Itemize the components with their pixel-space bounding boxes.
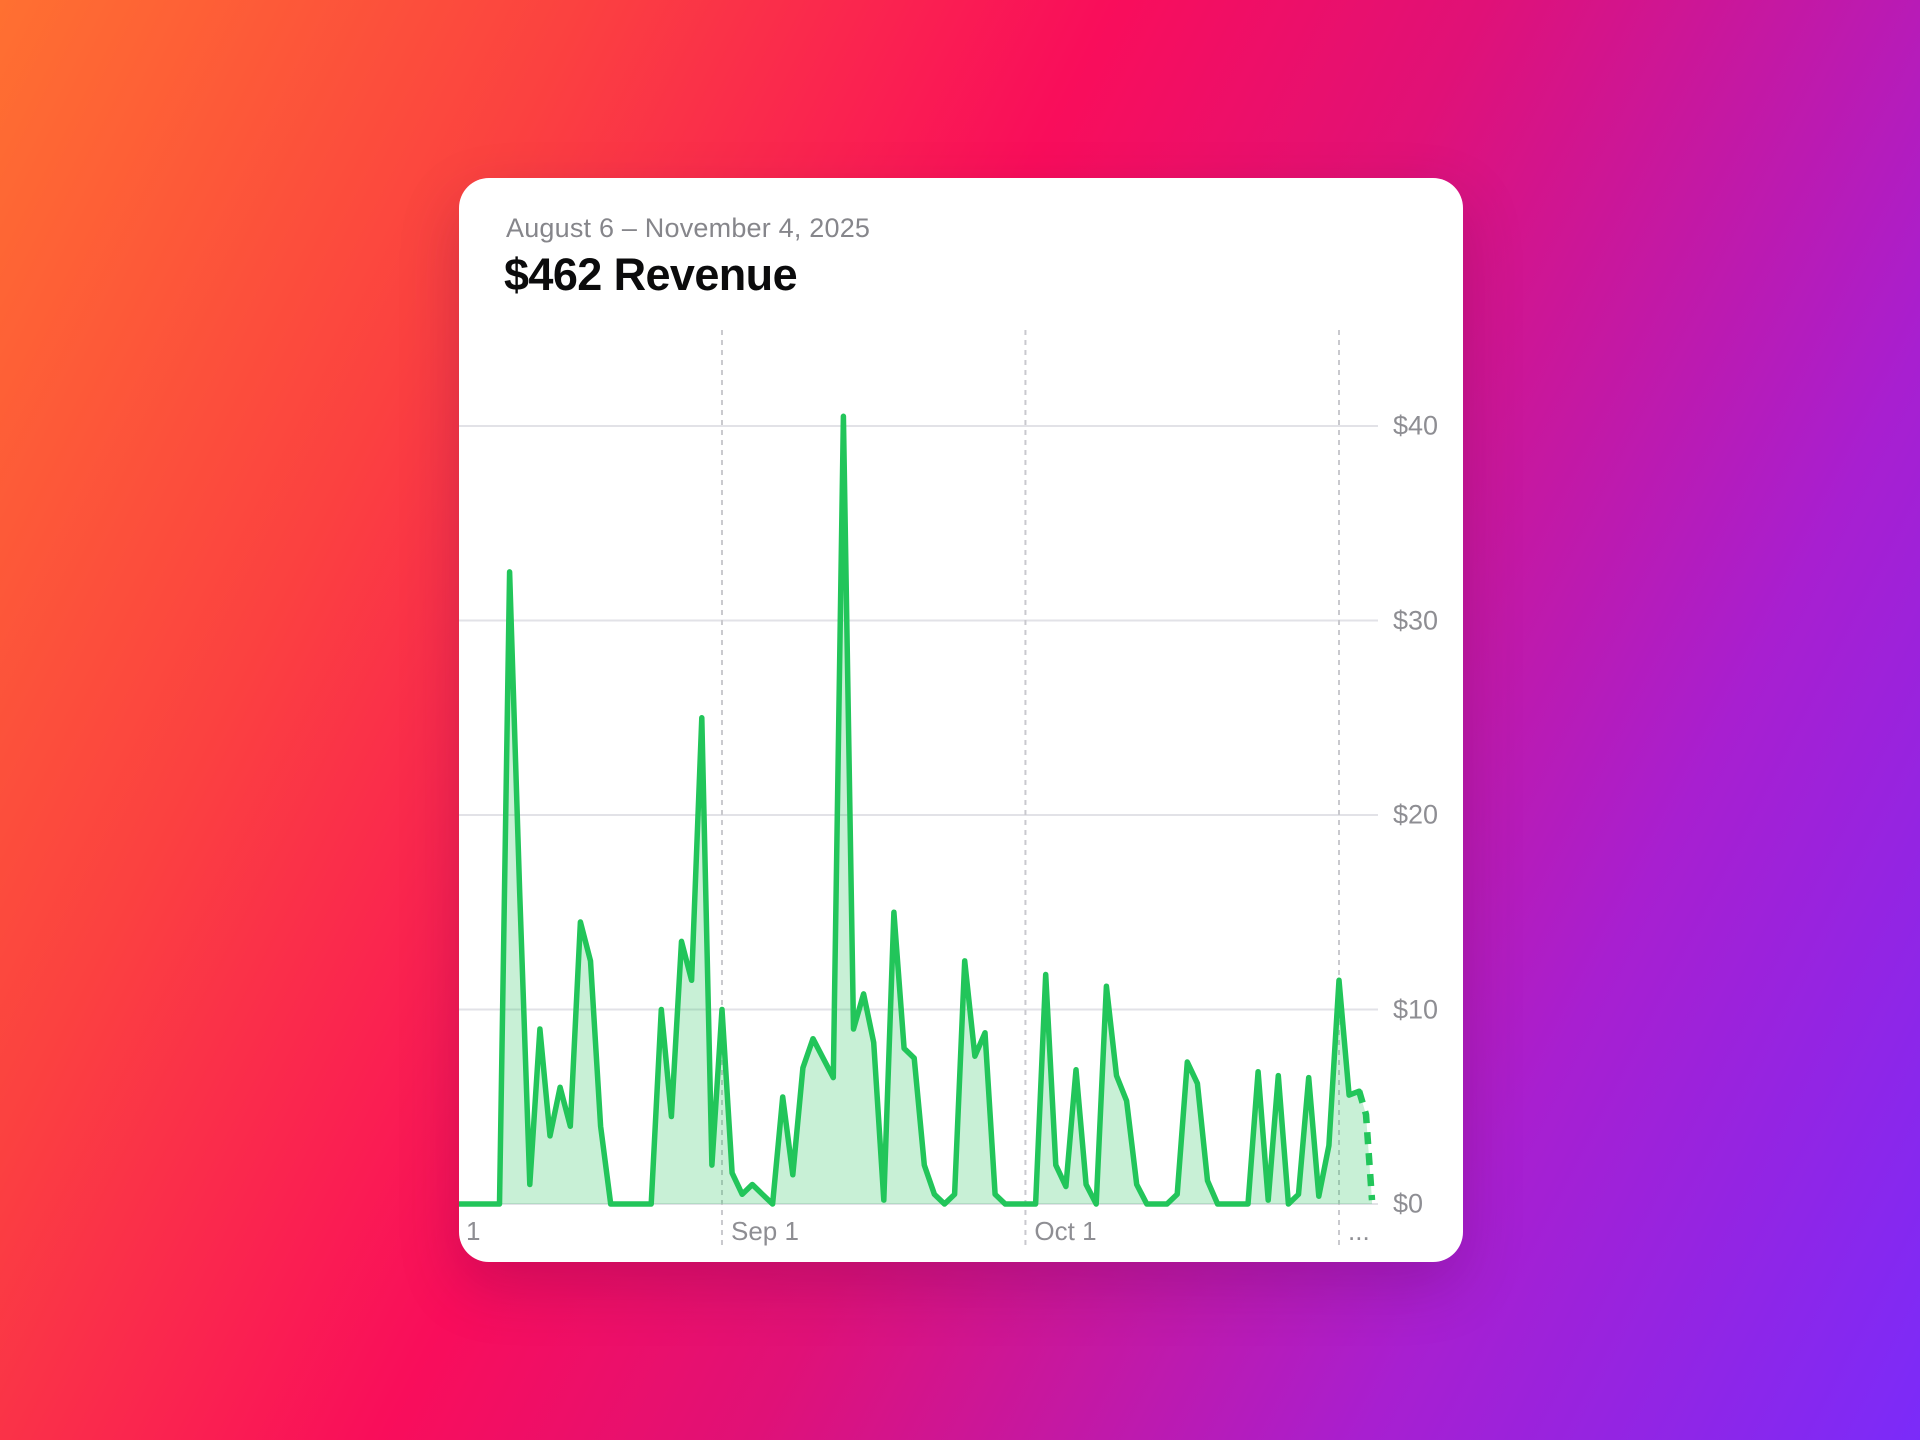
y-axis-tick-label: $40 xyxy=(1393,410,1439,441)
revenue-chart[interactable] xyxy=(459,178,1463,1262)
date-range-label: August 6 – November 4, 2025 xyxy=(506,213,871,243)
x-axis-tick-label: 1 xyxy=(466,1216,481,1246)
revenue-total-title: $462 Revenue xyxy=(504,249,798,300)
revenue-card: August 6 – November 4, 2025 $462 Revenue… xyxy=(459,178,1463,1262)
y-axis-tick-label: $20 xyxy=(1393,799,1439,830)
y-axis-tick-label: $10 xyxy=(1393,994,1439,1024)
vertical-dashed-gridlines xyxy=(720,330,1340,1248)
revenue-series xyxy=(459,413,1376,1207)
y-axis-tick-label: $0 xyxy=(1393,1188,1424,1219)
y-axis-tick-label: $30 xyxy=(1393,605,1439,635)
revenue-area-fill xyxy=(459,416,1372,1204)
revenue-line xyxy=(459,413,1362,1207)
x-axis-tick-label: Sep 1 xyxy=(730,1216,799,1246)
x-axis-tick-label: Oct 1 xyxy=(1034,1216,1097,1246)
revenue-projection-dashed-line xyxy=(1356,1090,1376,1201)
x-axis-tick-label: ... xyxy=(1348,1216,1370,1246)
